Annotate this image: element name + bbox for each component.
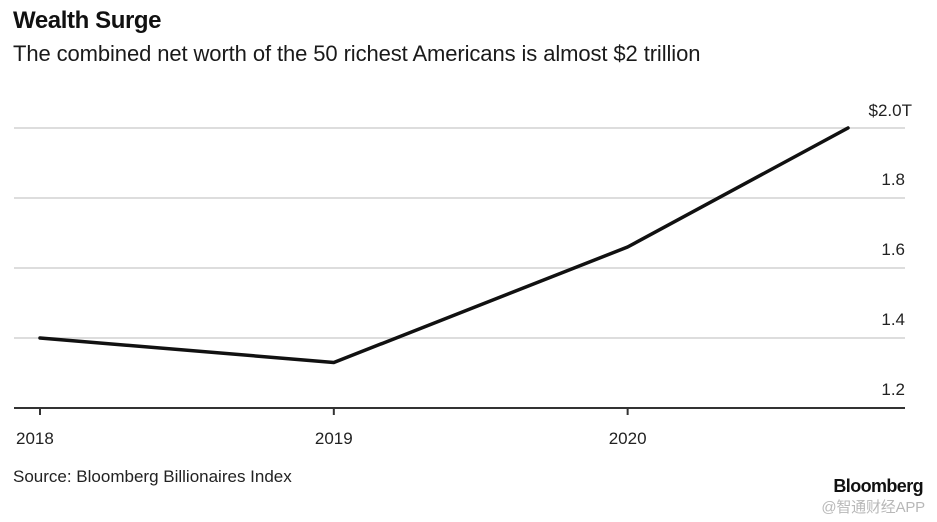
- series-line: [38, 126, 850, 365]
- bloomberg-logo: Bloomberg: [833, 476, 923, 496]
- x-tick-label: 2018: [16, 429, 54, 448]
- x-tick-label: 2019: [315, 429, 353, 448]
- x-axis: [14, 407, 905, 415]
- grid-lines: [14, 127, 905, 339]
- watermark: @智通财经APP: [821, 499, 925, 516]
- y-tick-label: 1.6: [881, 240, 905, 259]
- y-tick-label: 1.4: [881, 310, 905, 329]
- y-tick-label: 1.2: [881, 380, 905, 399]
- chart-title: Wealth Surge: [13, 7, 162, 34]
- chart-subtitle: The combined net worth of the 50 richest…: [13, 41, 701, 66]
- series-layer: [38, 126, 850, 365]
- source-note: Source: Bloomberg Billionaires Index: [13, 467, 292, 486]
- x-tick-label: 2020: [609, 429, 647, 448]
- y-tick-label: 1.8: [881, 170, 905, 189]
- y-tick-label: $2.0T: [869, 101, 912, 120]
- y-tick-labels: 1.2 1.4 1.6 1.8 $2.0T: [869, 101, 912, 399]
- x-tick-labels: 2018 2019 2020: [16, 429, 647, 448]
